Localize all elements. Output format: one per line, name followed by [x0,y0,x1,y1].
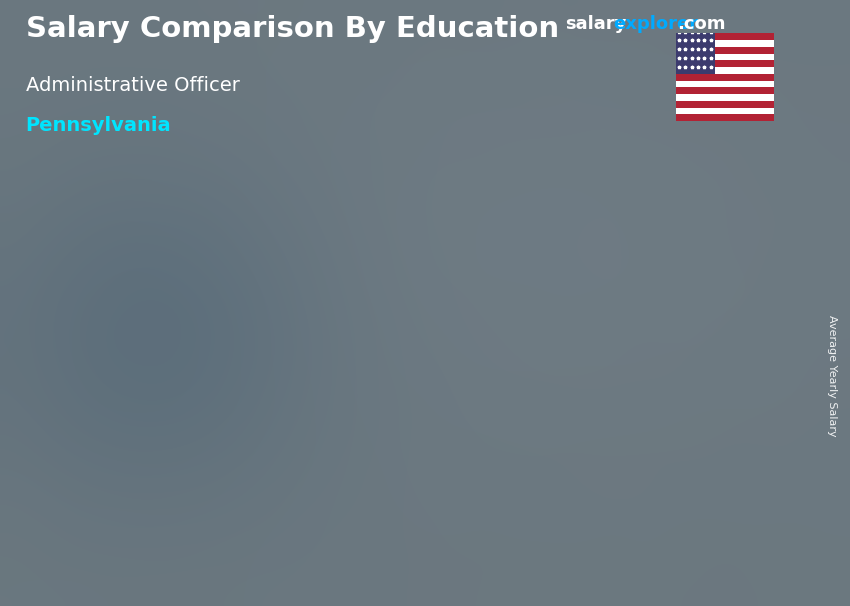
Text: salary: salary [565,15,626,33]
Bar [617,273,702,542]
Text: High School: High School [90,551,198,566]
Text: .com: .com [677,15,726,33]
Bar [676,87,774,94]
Bar [676,47,774,53]
Text: +57%: +57% [232,304,322,332]
Bar [676,81,774,87]
Text: Salary Comparison By Education: Salary Comparison By Education [26,15,558,43]
Polygon shape [617,265,720,273]
Text: 53,600 USD: 53,600 USD [335,349,440,364]
Bar [676,115,774,121]
Bar [676,101,774,108]
Bar [676,33,774,40]
Text: Pennsylvania: Pennsylvania [26,116,171,135]
Polygon shape [94,431,196,439]
Text: +68%: +68% [494,196,584,224]
Bar [676,40,774,47]
Bar [94,439,178,542]
Polygon shape [178,431,196,542]
Bar [676,53,774,61]
Text: 34,200 USD: 34,200 USD [74,407,178,422]
Text: Bachelor's
Degree: Bachelor's Degree [620,551,715,584]
Text: 89,900 USD: 89,900 USD [597,241,702,256]
Polygon shape [355,373,458,382]
Bar [676,108,774,115]
Text: Certificate or
Diploma: Certificate or Diploma [346,551,466,584]
Bar [676,94,774,101]
Bar [676,67,774,74]
Text: Average Yearly Salary: Average Yearly Salary [827,315,837,436]
Polygon shape [702,265,720,542]
Bar [355,382,440,542]
Bar [676,61,774,67]
Text: Administrative Officer: Administrative Officer [26,76,240,95]
Bar [676,74,774,81]
Bar [676,33,715,74]
Text: explorer: explorer [614,15,699,33]
Polygon shape [440,373,458,542]
